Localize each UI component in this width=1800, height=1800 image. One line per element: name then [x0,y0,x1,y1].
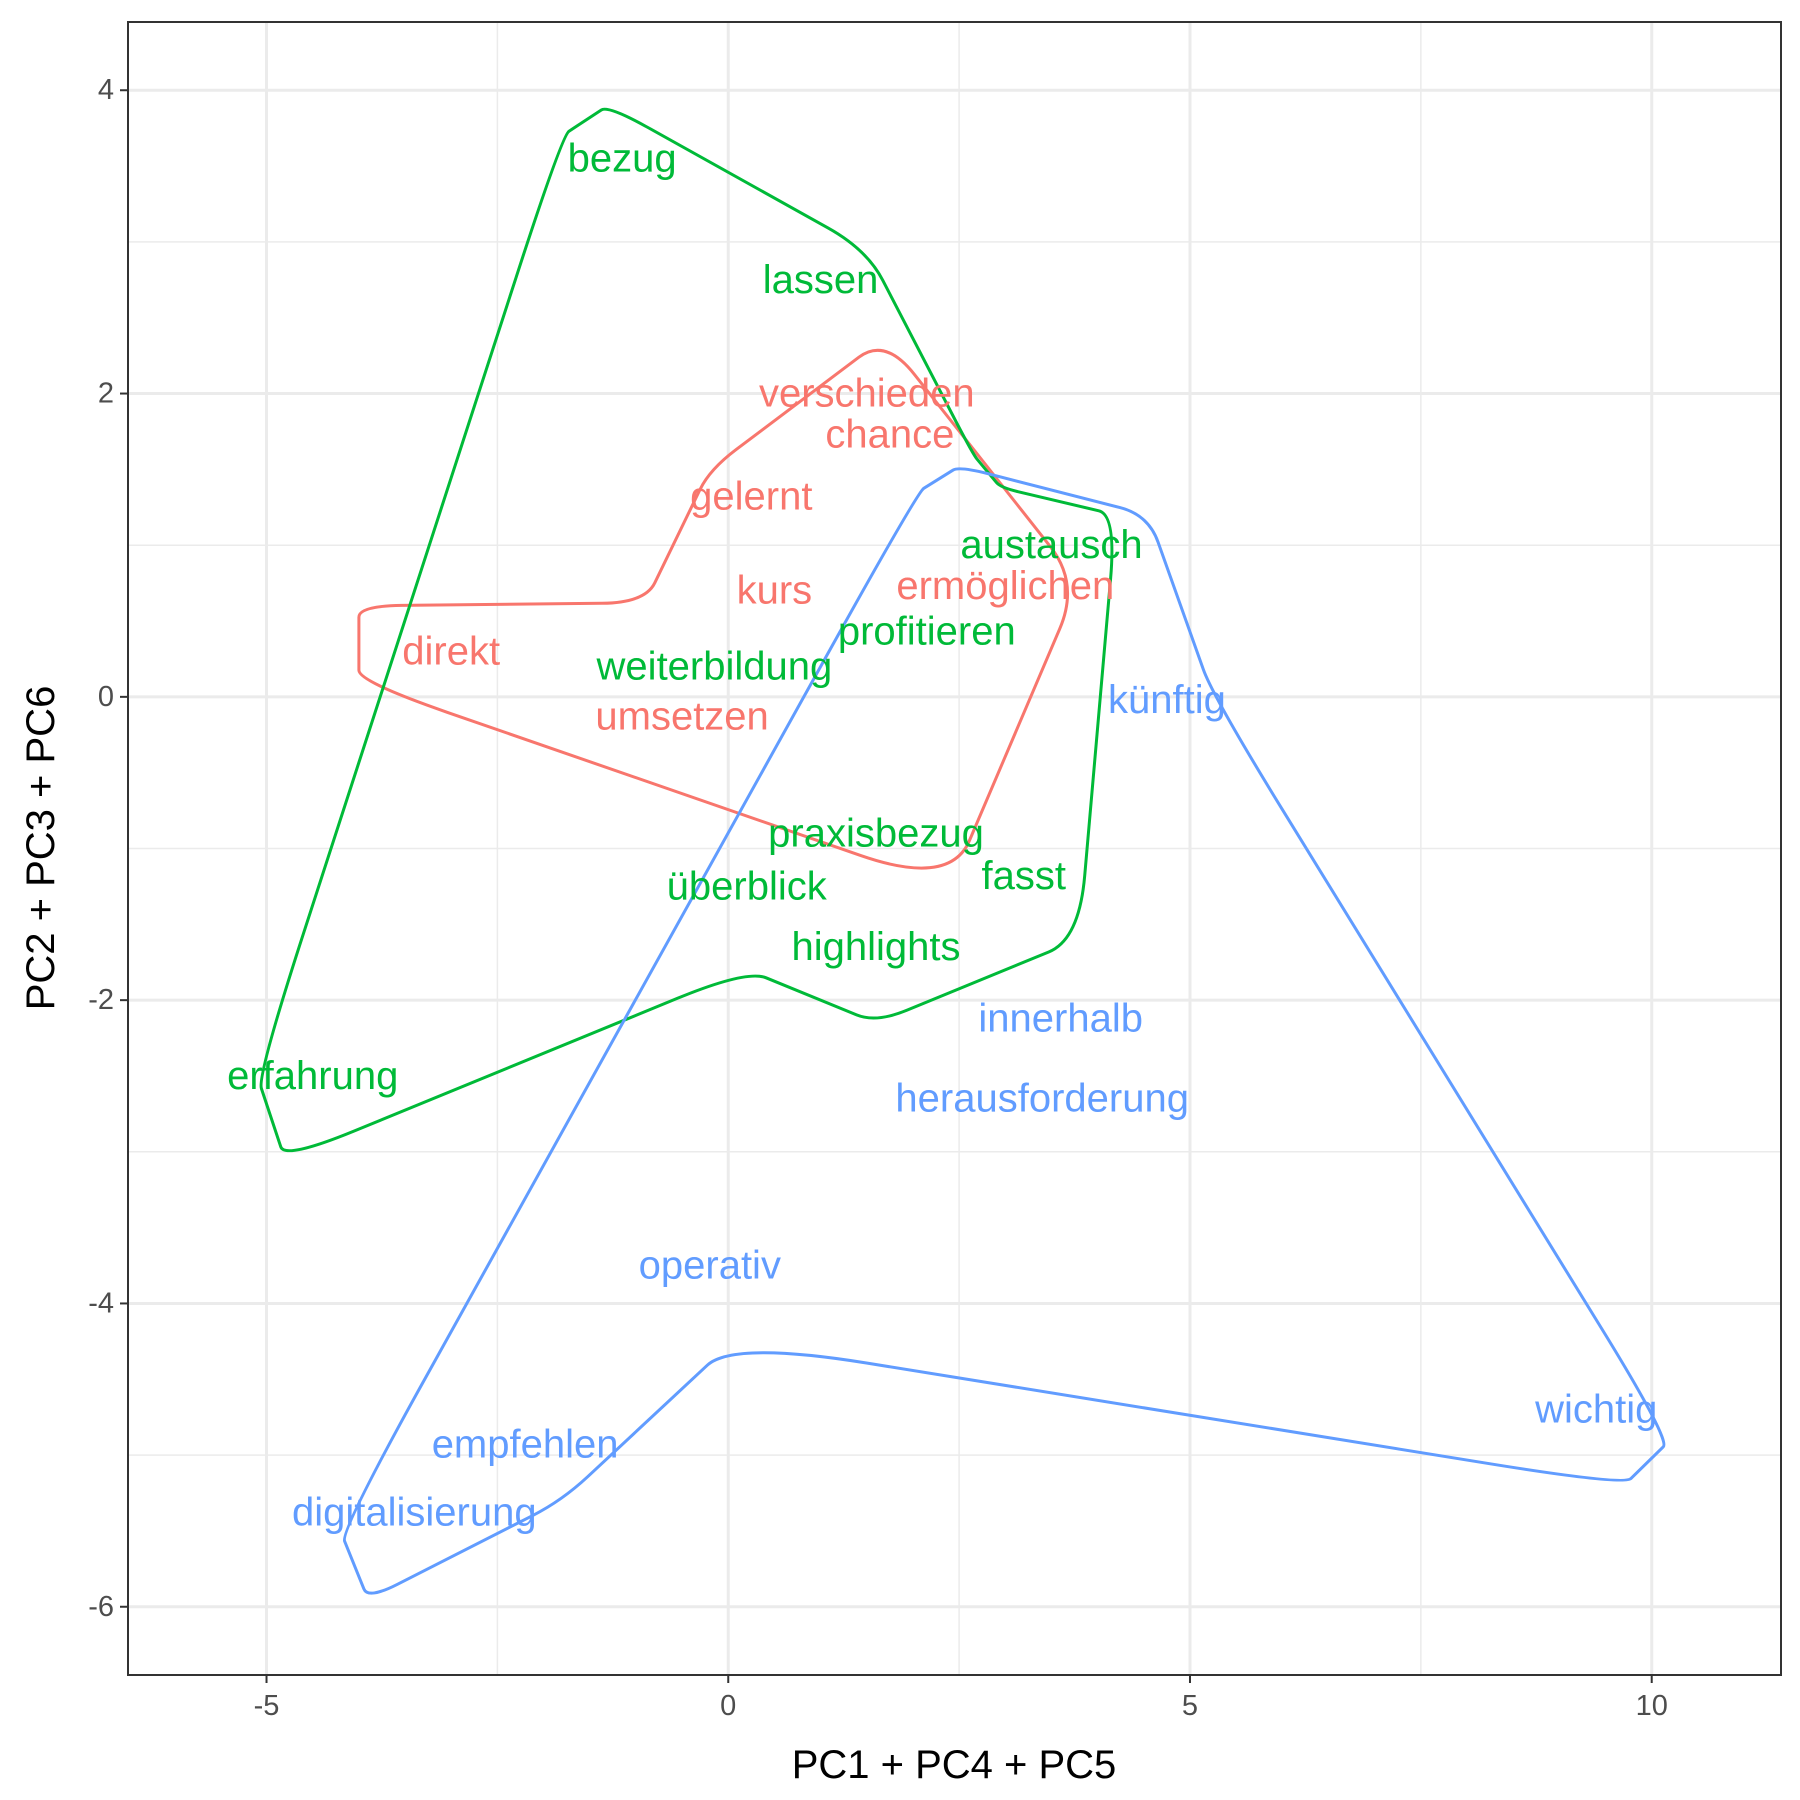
word-label-kurs: kurs [737,569,813,613]
word-label-fasst: fasst [982,854,1066,898]
word-label-digitalisierung: digitalisierung [292,1491,537,1535]
y-tick-label: -6 [88,1591,114,1623]
cluster-hull-1 [357,348,1070,870]
word-label-umsetzen: umsetzen [595,695,768,739]
word-label-gelernt: gelernt [690,475,812,519]
x-tick-label: 5 [1182,1690,1198,1722]
word-label-austausch: austausch [960,523,1142,567]
y-tick-label: 2 [98,378,114,410]
cluster-hull-2 [259,107,1114,1153]
y-tick-label: -2 [88,984,114,1016]
word-label-überblick: überblick [667,864,828,908]
word-label-highlights: highlights [791,925,960,969]
x-axis-title: PC1 + PC4 + PC5 [792,1743,1117,1787]
word-label-wichtig: wichtig [1534,1388,1657,1432]
y-tick-label: 4 [98,74,114,106]
word-label-ermöglichen: ermöglichen [896,564,1114,608]
word-label-operativ: operativ [639,1244,781,1288]
plot-border [127,21,1782,1676]
word-label-praxisbezug: praxisbezug [768,811,984,855]
word-label-lassen: lassen [763,258,879,302]
word-label-herausforderung: herausforderung [895,1077,1189,1121]
word-label-profitieren: profitieren [838,610,1016,654]
word-label-innerhalb: innerhalb [978,996,1143,1040]
word-label-weiterbildung: weiterbildung [596,645,833,689]
word-label-künftig: künftig [1108,678,1226,722]
y-axis-title: PC2 + PC3 + PC6 [19,686,63,1011]
word-label-chance: chance [825,413,954,457]
y-tick-label: 0 [98,681,114,713]
x-tick-label: 0 [720,1690,736,1722]
grid [128,22,1781,1675]
word-label-erfahrung: erfahrung [227,1054,398,1098]
y-tick-label: -4 [88,1287,114,1319]
word-label-empfehlen: empfehlen [432,1423,619,1467]
x-tick-label: 10 [1636,1690,1668,1722]
axes: -5 0 5 10 -6 -4 -2 0 2 4 [88,74,1668,1722]
word-label-verschieden: verschieden [759,372,975,416]
x-tick-label: -5 [254,1690,280,1722]
cluster-hull-3 [342,467,1666,1595]
cluster-hulls [259,107,1666,1595]
word-label-bezug: bezug [568,137,677,181]
word-label-direkt: direkt [402,629,500,673]
